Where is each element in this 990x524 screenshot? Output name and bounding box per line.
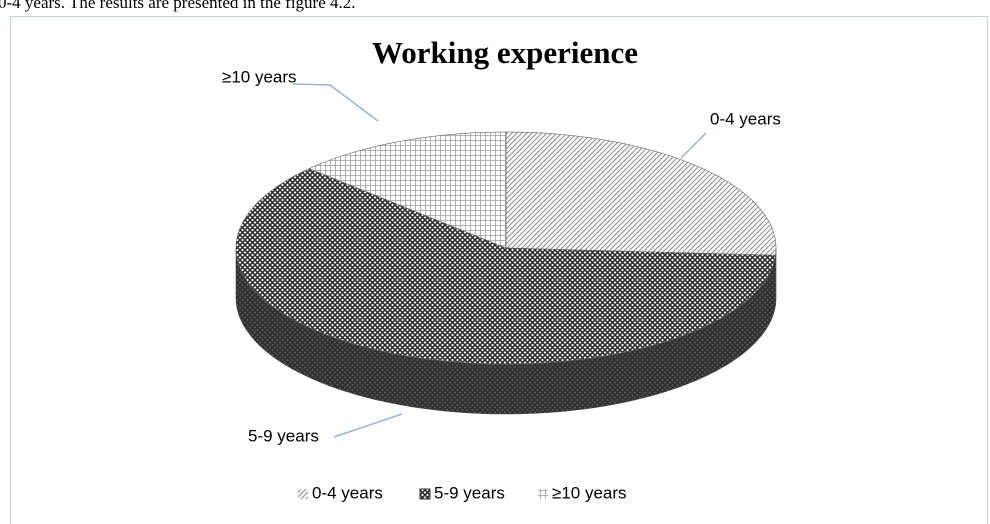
pie-slice <box>235 168 776 365</box>
data-labels: 0-4 years 5-9 years ≥10 years <box>222 67 781 445</box>
chart-frame <box>10 16 988 524</box>
legend-swatch <box>538 489 548 499</box>
pie <box>235 131 777 415</box>
pie-slice <box>308 131 507 249</box>
legend-swatch <box>298 489 308 499</box>
body-text: 0-4 years. The results are presented in … <box>0 0 356 12</box>
legend-label: ≥10 years <box>552 483 627 502</box>
pie-slice <box>505 131 777 256</box>
legend-label: 5-9 years <box>434 483 505 502</box>
leader-line <box>333 413 403 438</box>
legend: 0-4 years 5-9 years ≥10 years <box>298 483 627 502</box>
legend-label: 0-4 years <box>312 483 383 502</box>
leader-line <box>292 83 379 122</box>
legend-swatch <box>419 488 431 500</box>
data-label: 0-4 years <box>710 109 781 128</box>
data-label: ≥10 years <box>222 67 297 86</box>
data-label: 5-9 years <box>248 426 319 445</box>
chart-title: Working experience <box>372 35 638 70</box>
leader-line <box>680 132 707 159</box>
